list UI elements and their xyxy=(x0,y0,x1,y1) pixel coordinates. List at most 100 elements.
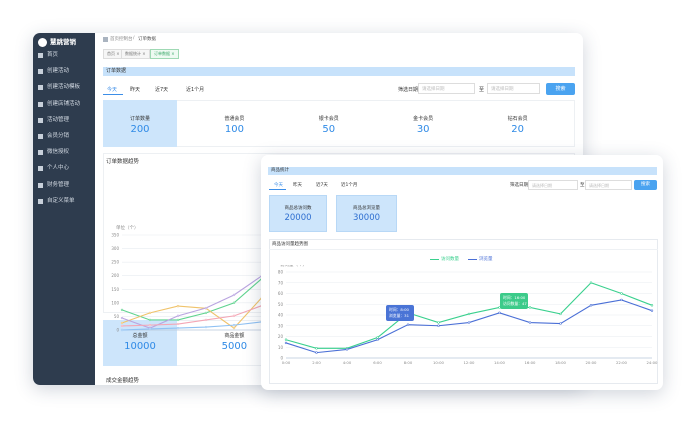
x-tick-label: 8:00 xyxy=(404,360,413,365)
data-point xyxy=(120,321,124,325)
section-title: 订单数据 xyxy=(106,68,127,74)
data-point xyxy=(232,301,236,305)
x-tick-label: 22:00 xyxy=(616,360,628,365)
data-point xyxy=(467,321,471,324)
menu-icon xyxy=(38,150,43,156)
menu-item[interactable]: 会员分销 xyxy=(47,133,70,139)
menu-item[interactable]: 个人中心 xyxy=(47,165,70,172)
period-underline xyxy=(103,94,123,95)
filter-to: 至 xyxy=(479,87,485,93)
data-point xyxy=(376,338,379,341)
menu-icon xyxy=(38,134,43,139)
series-line xyxy=(285,299,653,354)
menu-icon xyxy=(38,101,43,107)
stat-card-active xyxy=(103,100,177,147)
menu-icon xyxy=(38,166,43,172)
logo-icon xyxy=(38,38,47,47)
filter-label: 筛选日期 xyxy=(398,87,419,93)
period-tab[interactable]: 近1个月 xyxy=(341,183,358,188)
x-tick-label: 0:00 xyxy=(282,360,291,365)
y-tick-label: 60 xyxy=(278,291,284,296)
data-point xyxy=(232,323,236,327)
y-axis-label: 访问量（个） xyxy=(280,265,307,268)
menu-item[interactable]: 创建活动 xyxy=(47,68,70,75)
tab[interactable]: 数据统计 × xyxy=(121,49,150,59)
stat-label: 商品总浏览量 xyxy=(353,206,380,211)
menu-item[interactable]: 创建店铺活动 xyxy=(47,100,81,107)
period-tab[interactable]: 昨天 xyxy=(293,183,302,188)
breadcrumb: 订单数据 xyxy=(138,37,156,42)
stat-value: 30 xyxy=(416,124,430,135)
logo-text: 慧跳营销 xyxy=(50,38,76,46)
x-tick-label: 24:00 xyxy=(647,360,659,365)
y-tick-label: 300 xyxy=(111,246,119,251)
data-point xyxy=(284,341,288,345)
chart: 访问量（个） 0 10 20 30 40 50 60 70 80 0:00 2:00 4:00 6:00 8… xyxy=(278,265,659,365)
search-button[interactable]: 搜索 xyxy=(634,180,657,190)
menu-item[interactable]: 财务管理 xyxy=(47,181,70,188)
menu-item[interactable]: 微信授权 xyxy=(47,149,70,156)
chart-title-rule xyxy=(269,249,658,250)
stat-value: 100 xyxy=(224,124,244,135)
search-button[interactable]: 搜索 xyxy=(546,83,575,95)
x-tick-label: 12:00 xyxy=(464,360,476,365)
tooltip-line: 浏览量：31 xyxy=(389,313,410,318)
data-point xyxy=(148,327,152,331)
chart: 单位（个） 0 50 100 150 200 250 300 350 xyxy=(111,224,270,333)
period-tab[interactable]: 今天 xyxy=(107,87,118,93)
menu-item[interactable]: 自定义菜单 xyxy=(47,197,75,204)
date-input[interactable]: 请选择日期 xyxy=(487,83,540,94)
stat-label: 金卡会员 xyxy=(413,116,434,122)
y-tick-label: 50 xyxy=(278,302,284,307)
period-tab[interactable]: 今天 xyxy=(274,183,283,188)
data-point xyxy=(406,323,410,326)
series-line xyxy=(121,305,263,327)
y-tick-label: 150 xyxy=(111,287,119,292)
data-point xyxy=(467,312,471,316)
menu-item[interactable]: 创建活动模板 xyxy=(47,84,81,91)
y-tick-label: 50 xyxy=(114,314,120,319)
data-point xyxy=(120,316,124,320)
breadcrumb-sep: / xyxy=(133,36,135,41)
period-tab[interactable]: 近1个月 xyxy=(186,87,205,93)
data-point xyxy=(148,318,152,322)
y-tick-label: 0 xyxy=(116,328,119,333)
series-line xyxy=(121,321,263,331)
data-point xyxy=(650,304,654,307)
tab[interactable]: 订单数据 × xyxy=(150,49,179,59)
period-tab[interactable]: 近7天 xyxy=(316,183,328,188)
menu-item[interactable]: 首页 xyxy=(47,52,59,58)
total-label: 商品金额 xyxy=(224,333,245,339)
x-tick-label: 10:00 xyxy=(433,360,445,365)
x-tick-label: 14:00 xyxy=(494,360,506,365)
period-tab[interactable]: 近7天 xyxy=(155,87,169,93)
tooltip-line: 时间：16:00 xyxy=(503,295,526,300)
data-point xyxy=(176,322,180,326)
date-input[interactable]: 请选择日期 xyxy=(418,83,475,94)
series-line xyxy=(121,297,263,329)
data-point xyxy=(120,328,124,332)
tooltip-line: 访问数量：47 xyxy=(503,301,527,306)
y-tick-label: 250 xyxy=(111,260,119,265)
data-point xyxy=(176,314,180,318)
data-point xyxy=(284,338,288,341)
data-point xyxy=(148,311,152,315)
data-point xyxy=(120,324,124,328)
x-tick-label: 18:00 xyxy=(555,360,567,365)
stat-value: 30000 xyxy=(352,213,381,223)
x-tick-label: 20:00 xyxy=(586,360,598,365)
section-header xyxy=(103,67,575,76)
menu-icon xyxy=(38,85,43,91)
data-point xyxy=(589,281,593,284)
date-input[interactable]: 请选择日期 xyxy=(528,180,578,190)
period-tab[interactable]: 昨天 xyxy=(130,87,141,93)
data-point xyxy=(232,326,236,330)
x-tick-label: 16:00 xyxy=(525,360,537,365)
data-point xyxy=(204,318,208,322)
data-point xyxy=(148,323,152,327)
date-input[interactable]: 请选择日期 xyxy=(585,180,632,190)
data-point xyxy=(232,314,236,318)
menu-icon xyxy=(38,198,43,204)
menu-item[interactable]: 活动管理 xyxy=(47,116,70,123)
